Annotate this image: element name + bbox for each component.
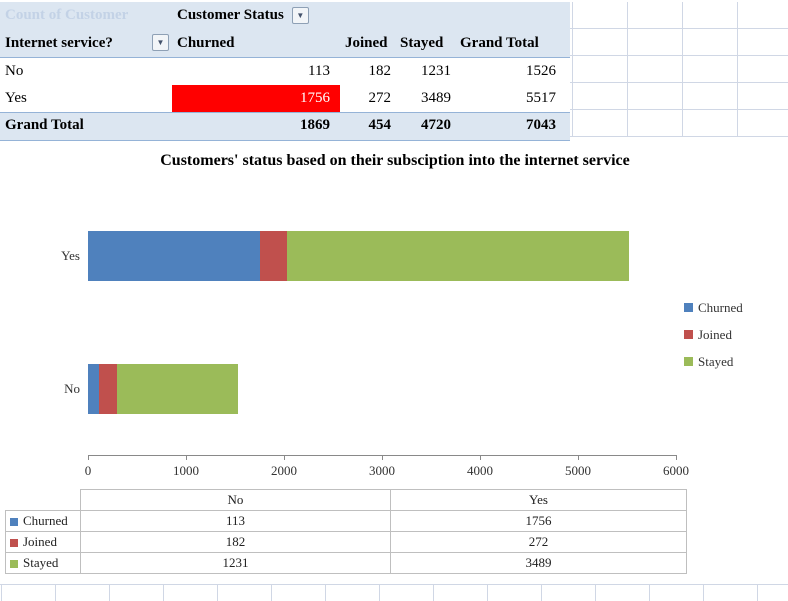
table-corner-cell xyxy=(5,489,81,511)
legend-item-joined[interactable]: Joined xyxy=(684,326,743,343)
legend-label: Joined xyxy=(698,326,732,342)
chart-data-table: No Yes Churned 113 1756 Joined 182 272 Stayed 123… xyxy=(5,489,687,574)
legend-item-stayed[interactable]: Stayed xyxy=(684,353,743,370)
legend-key-icon xyxy=(684,330,693,339)
pivot-row-label-yes[interactable]: Yes xyxy=(5,90,27,106)
pivot-header-row-1: Count of Customer Customer Status ▼ xyxy=(0,2,570,29)
pivot-row-yes: Yes 1756 272 3489 5517 xyxy=(0,85,570,112)
pivot-grand-total-label[interactable]: Grand Total xyxy=(5,117,84,133)
legend-label: Churned xyxy=(698,299,743,315)
pivot-grand-total-joined[interactable]: 454 xyxy=(368,117,392,133)
table-row-churned: Churned 113 1756 xyxy=(5,510,687,532)
spreadsheet-gridlines-bottom xyxy=(0,584,788,601)
pivot-col-header-stayed[interactable]: Stayed xyxy=(400,35,444,51)
column-field-dropdown-button[interactable]: ▼ xyxy=(291,7,309,25)
pivot-cell-yes-total[interactable]: 5517 xyxy=(526,90,556,106)
table-row-joined: Joined 182 272 xyxy=(5,531,687,553)
bar-segment-yes-stayed[interactable] xyxy=(286,231,629,282)
legend-key-icon xyxy=(684,303,693,312)
x-axis-tick xyxy=(186,455,187,460)
table-value-cell: 113 xyxy=(80,510,391,532)
pivot-row-field-cell[interactable]: Internet service? ▼ xyxy=(0,29,172,57)
table-value-cell: 1756 xyxy=(390,510,687,532)
pivot-row-field-label: Internet service? xyxy=(5,35,113,51)
table-row-label: Churned xyxy=(5,510,81,532)
pivot-grand-total-row: Grand Total 1869 454 4720 7043 xyxy=(0,112,570,141)
pivot-cell-no-stayed[interactable]: 1231 xyxy=(421,63,451,79)
pivot-cell-no-joined[interactable]: 182 xyxy=(368,63,392,79)
pivot-col-header-grand-total[interactable]: Grand Total xyxy=(460,35,539,51)
pivot-header-row-2: Internet service? ▼ Churned Joined Stayed… xyxy=(0,29,570,58)
spreadsheet-gridlines-top-right xyxy=(570,2,788,137)
table-col-header-yes: Yes xyxy=(390,489,687,511)
table-row-stayed: Stayed 1231 3489 xyxy=(5,552,687,574)
pivot-cell-yes-churned-highlighted[interactable]: 1756 xyxy=(172,85,340,112)
pivot-grand-total-churned[interactable]: 1869 xyxy=(300,117,330,133)
category-label-no: No xyxy=(64,380,80,396)
pivot-col-header-joined[interactable]: Joined xyxy=(345,35,388,51)
x-axis-tick-label: 4000 xyxy=(467,463,493,478)
category-label-yes: Yes xyxy=(61,248,80,264)
table-row-label: Stayed xyxy=(5,552,81,574)
pivot-row-label-no[interactable]: No xyxy=(5,63,24,79)
pivot-grand-total-total[interactable]: 7043 xyxy=(526,117,556,133)
series-key-icon xyxy=(10,538,18,547)
bar-segment-no-stayed[interactable] xyxy=(116,363,238,414)
series-name: Joined xyxy=(23,534,57,550)
x-axis-tick-label: 2000 xyxy=(271,463,297,478)
pivot-col-header-churned[interactable]: Churned xyxy=(177,35,235,51)
pivot-table: Count of Customer Customer Status ▼ Inter… xyxy=(0,2,570,141)
legend-key-icon xyxy=(684,357,693,366)
bar-segment-no-churned[interactable] xyxy=(88,363,100,414)
series-key-icon xyxy=(10,517,18,526)
pivot-count-cell[interactable]: Count of Customer xyxy=(5,7,129,23)
series-name: Stayed xyxy=(23,555,59,571)
series-key-icon xyxy=(10,559,18,568)
chart-plot-area: Yes No 0 1000 2000 3000 4000 5000 6000 xyxy=(61,190,689,478)
table-value-cell: 3489 xyxy=(390,552,687,574)
table-value-cell: 1231 xyxy=(80,552,391,574)
row-field-dropdown-button[interactable]: ▼ xyxy=(152,34,169,51)
x-axis-tick xyxy=(284,455,285,460)
table-row-label: Joined xyxy=(5,531,81,553)
bar-segment-yes-churned[interactable] xyxy=(88,231,261,282)
x-axis-tick-label: 0 xyxy=(84,463,92,478)
x-axis-tick xyxy=(480,455,481,460)
table-header-row: No Yes xyxy=(5,489,687,511)
x-axis-tick xyxy=(382,455,383,460)
x-axis-tick-label: 3000 xyxy=(369,463,395,478)
bar-segment-no-joined[interactable] xyxy=(99,363,117,414)
chart-legend: Churned Joined Stayed xyxy=(684,299,743,380)
legend-item-churned[interactable]: Churned xyxy=(684,299,743,316)
x-axis-tick xyxy=(578,455,579,460)
table-value-cell: 182 xyxy=(80,531,391,553)
pivot-column-field-cell[interactable]: Customer Status ▼ xyxy=(172,2,570,29)
pivot-cell-no-churned[interactable]: 113 xyxy=(308,63,330,79)
table-value-cell: 272 xyxy=(390,531,687,553)
pivot-cell-yes-joined[interactable]: 272 xyxy=(368,90,392,106)
chevron-down-icon: ▼ xyxy=(156,37,165,47)
x-axis-tick xyxy=(88,455,89,460)
pivot-cell-yes-stayed[interactable]: 3489 xyxy=(421,90,451,106)
bar-segment-yes-joined[interactable] xyxy=(260,231,287,282)
chart-title: Customers' status based on their subscip… xyxy=(160,152,630,169)
pivot-column-field-label: Customer Status xyxy=(177,7,284,23)
x-axis-tick-label: 5000 xyxy=(565,463,591,478)
pivot-cell-no-total[interactable]: 1526 xyxy=(526,63,556,79)
pivot-row-no: No 113 182 1231 1526 xyxy=(0,58,570,85)
legend-label: Stayed xyxy=(698,353,734,369)
pivot-grand-total-stayed[interactable]: 4720 xyxy=(421,117,451,133)
x-axis-tick-label: 1000 xyxy=(173,463,199,478)
chevron-down-icon: ▼ xyxy=(296,10,305,20)
x-axis-tick xyxy=(676,455,677,460)
series-name: Churned xyxy=(23,513,68,529)
table-col-header-no: No xyxy=(80,489,391,511)
x-axis-tick-label: 6000 xyxy=(663,463,689,478)
